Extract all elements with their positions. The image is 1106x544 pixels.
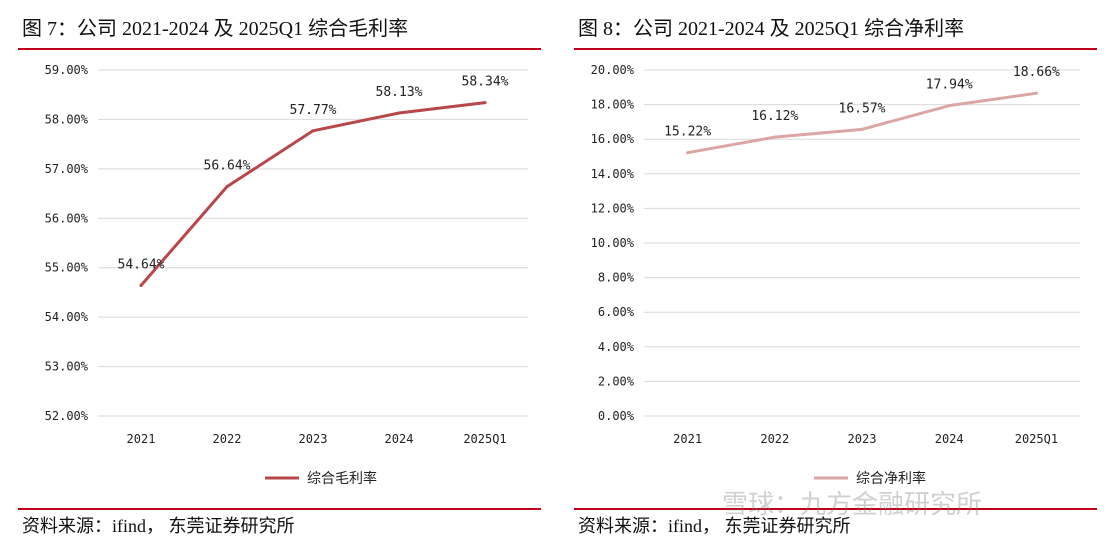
data-point [311, 129, 315, 133]
data-point [947, 104, 951, 108]
data-label: 17.94% [926, 78, 973, 93]
y-tick-label: 56.00% [45, 211, 89, 225]
x-tick-label: 2025Q1 [1015, 432, 1058, 446]
title-rule [574, 48, 1097, 50]
x-tick-label: 2021 [127, 432, 156, 446]
legend-label: 综合毛利率 [307, 470, 377, 487]
data-label: 54.64% [118, 258, 165, 273]
y-tick-label: 16.00% [591, 132, 635, 146]
x-tick-label: 2022 [213, 432, 242, 446]
data-point [397, 111, 401, 115]
x-tick-label: 2023 [848, 432, 877, 446]
data-label: 58.13% [376, 85, 423, 100]
source-note: 资料来源：ifind， 东莞证券研究所 [578, 516, 851, 536]
data-label: 56.64% [204, 159, 251, 174]
gross-margin-panel: 图 7：公司 2021-2024 及 2025Q1 综合毛利率 52.00% 53… [0, 0, 545, 544]
y-tick-label: 55.00% [45, 261, 89, 275]
figure-7-title: 图 7：公司 2021-2024 及 2025Q1 综合毛利率 [22, 18, 409, 40]
x-tick-label: 2022 [760, 432, 789, 446]
watermark: 雪球：九方金融研究所 [722, 490, 983, 520]
data-label: 15.22% [664, 125, 711, 140]
gross-margin-chart: 52.00% 53.00% 54.00% 55.00% 56.00% 57.00% 58.0… [45, 63, 528, 487]
y-tick-label: 12.00% [591, 201, 635, 215]
net-margin-chart: 0.00% 2.00% 4.00% 6.00% 8.00% 10.00% 12.00% 14.… [591, 63, 1080, 487]
y-tick-label: 0.00% [598, 409, 635, 423]
y-tick-label: 4.00% [598, 340, 635, 354]
y-tick-label: 2.00% [598, 374, 635, 388]
y-tick-label: 8.00% [598, 271, 635, 285]
y-tick-label: 6.00% [598, 305, 635, 319]
x-tick-label: 2023 [299, 432, 328, 446]
y-tick-label: 18.00% [591, 98, 635, 112]
data-point [686, 151, 690, 155]
title-rule [18, 48, 541, 50]
data-point [483, 101, 487, 105]
data-point [773, 135, 777, 139]
data-point [860, 127, 864, 131]
y-tick-label: 10.00% [591, 236, 635, 250]
y-tick-label: 53.00% [45, 360, 89, 374]
source-rule [574, 508, 1097, 510]
figure-8-title: 图 8：公司 2021-2024 及 2025Q1 综合净利率 [578, 18, 965, 40]
data-point [139, 284, 143, 288]
y-tick-label: 52.00% [45, 409, 89, 423]
x-tick-label: 2025Q1 [463, 432, 506, 446]
source-note: 资料来源：ifind， 东莞证券研究所 [22, 516, 295, 536]
x-tick-label: 2021 [673, 432, 702, 446]
y-tick-label: 20.00% [591, 63, 635, 77]
data-label: 16.12% [751, 109, 798, 124]
legend-label: 综合净利率 [856, 470, 926, 487]
data-label: 57.77% [290, 103, 337, 118]
y-tick-label: 58.00% [45, 112, 89, 126]
x-tick-label: 2024 [935, 432, 964, 446]
data-point [225, 185, 229, 189]
y-tick-label: 54.00% [45, 310, 89, 324]
net-margin-panel: 图 8：公司 2021-2024 及 2025Q1 综合净利率 0.00% 2.0… [556, 0, 1101, 544]
data-label: 18.66% [1013, 65, 1060, 80]
y-tick-label: 57.00% [45, 162, 89, 176]
source-rule [18, 508, 541, 510]
data-label: 16.57% [839, 101, 886, 116]
y-tick-label: 14.00% [591, 167, 635, 181]
data-point [1034, 91, 1038, 95]
x-tick-label: 2024 [385, 432, 414, 446]
data-label: 58.34% [462, 75, 509, 90]
y-tick-label: 59.00% [45, 63, 89, 77]
